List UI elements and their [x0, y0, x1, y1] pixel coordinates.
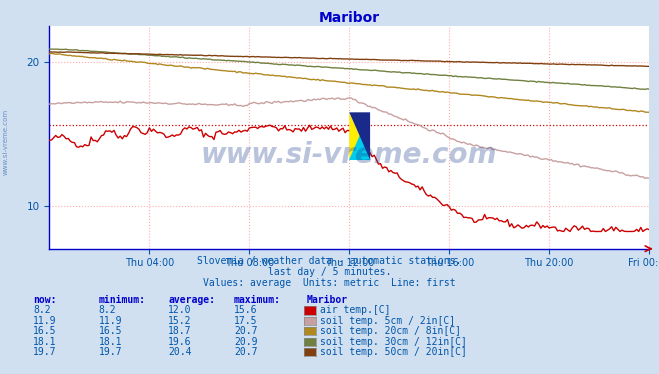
Text: Maribor: Maribor — [306, 295, 347, 305]
Title: Maribor: Maribor — [319, 11, 380, 25]
Text: Values: average  Units: metric  Line: first: Values: average Units: metric Line: firs… — [203, 278, 456, 288]
Text: 20.4: 20.4 — [168, 347, 192, 357]
Text: 20.7: 20.7 — [234, 347, 258, 357]
Text: 11.9: 11.9 — [99, 316, 123, 326]
Text: soil temp. 50cm / 20in[C]: soil temp. 50cm / 20in[C] — [320, 347, 467, 357]
Text: 18.1: 18.1 — [33, 337, 57, 347]
Text: www.si-vreme.com: www.si-vreme.com — [2, 109, 9, 175]
Text: maximum:: maximum: — [234, 295, 281, 305]
Polygon shape — [349, 112, 370, 160]
Text: 15.6: 15.6 — [234, 306, 258, 315]
Polygon shape — [349, 112, 370, 160]
Text: 11.9: 11.9 — [33, 316, 57, 326]
Text: soil temp. 5cm / 2in[C]: soil temp. 5cm / 2in[C] — [320, 316, 455, 326]
Text: 18.7: 18.7 — [168, 327, 192, 336]
Text: soil temp. 30cm / 12in[C]: soil temp. 30cm / 12in[C] — [320, 337, 467, 347]
Text: 20.9: 20.9 — [234, 337, 258, 347]
Text: 19.7: 19.7 — [99, 347, 123, 357]
Text: 17.5: 17.5 — [234, 316, 258, 326]
Text: 19.7: 19.7 — [33, 347, 57, 357]
Polygon shape — [349, 112, 370, 160]
Text: now:: now: — [33, 295, 57, 305]
Text: 20.7: 20.7 — [234, 327, 258, 336]
Text: 19.6: 19.6 — [168, 337, 192, 347]
Text: last day / 5 minutes.: last day / 5 minutes. — [268, 267, 391, 277]
Text: 8.2: 8.2 — [33, 306, 51, 315]
Text: 16.5: 16.5 — [33, 327, 57, 336]
Text: Slovenia / weather data - automatic stations.: Slovenia / weather data - automatic stat… — [197, 256, 462, 266]
Text: 8.2: 8.2 — [99, 306, 117, 315]
Text: 18.1: 18.1 — [99, 337, 123, 347]
Text: average:: average: — [168, 295, 215, 305]
Text: minimum:: minimum: — [99, 295, 146, 305]
Text: soil temp. 20cm / 8in[C]: soil temp. 20cm / 8in[C] — [320, 327, 461, 336]
Text: 15.2: 15.2 — [168, 316, 192, 326]
Text: air temp.[C]: air temp.[C] — [320, 306, 390, 315]
Text: 12.0: 12.0 — [168, 306, 192, 315]
Text: 16.5: 16.5 — [99, 327, 123, 336]
Text: www.si-vreme.com: www.si-vreme.com — [201, 141, 498, 169]
